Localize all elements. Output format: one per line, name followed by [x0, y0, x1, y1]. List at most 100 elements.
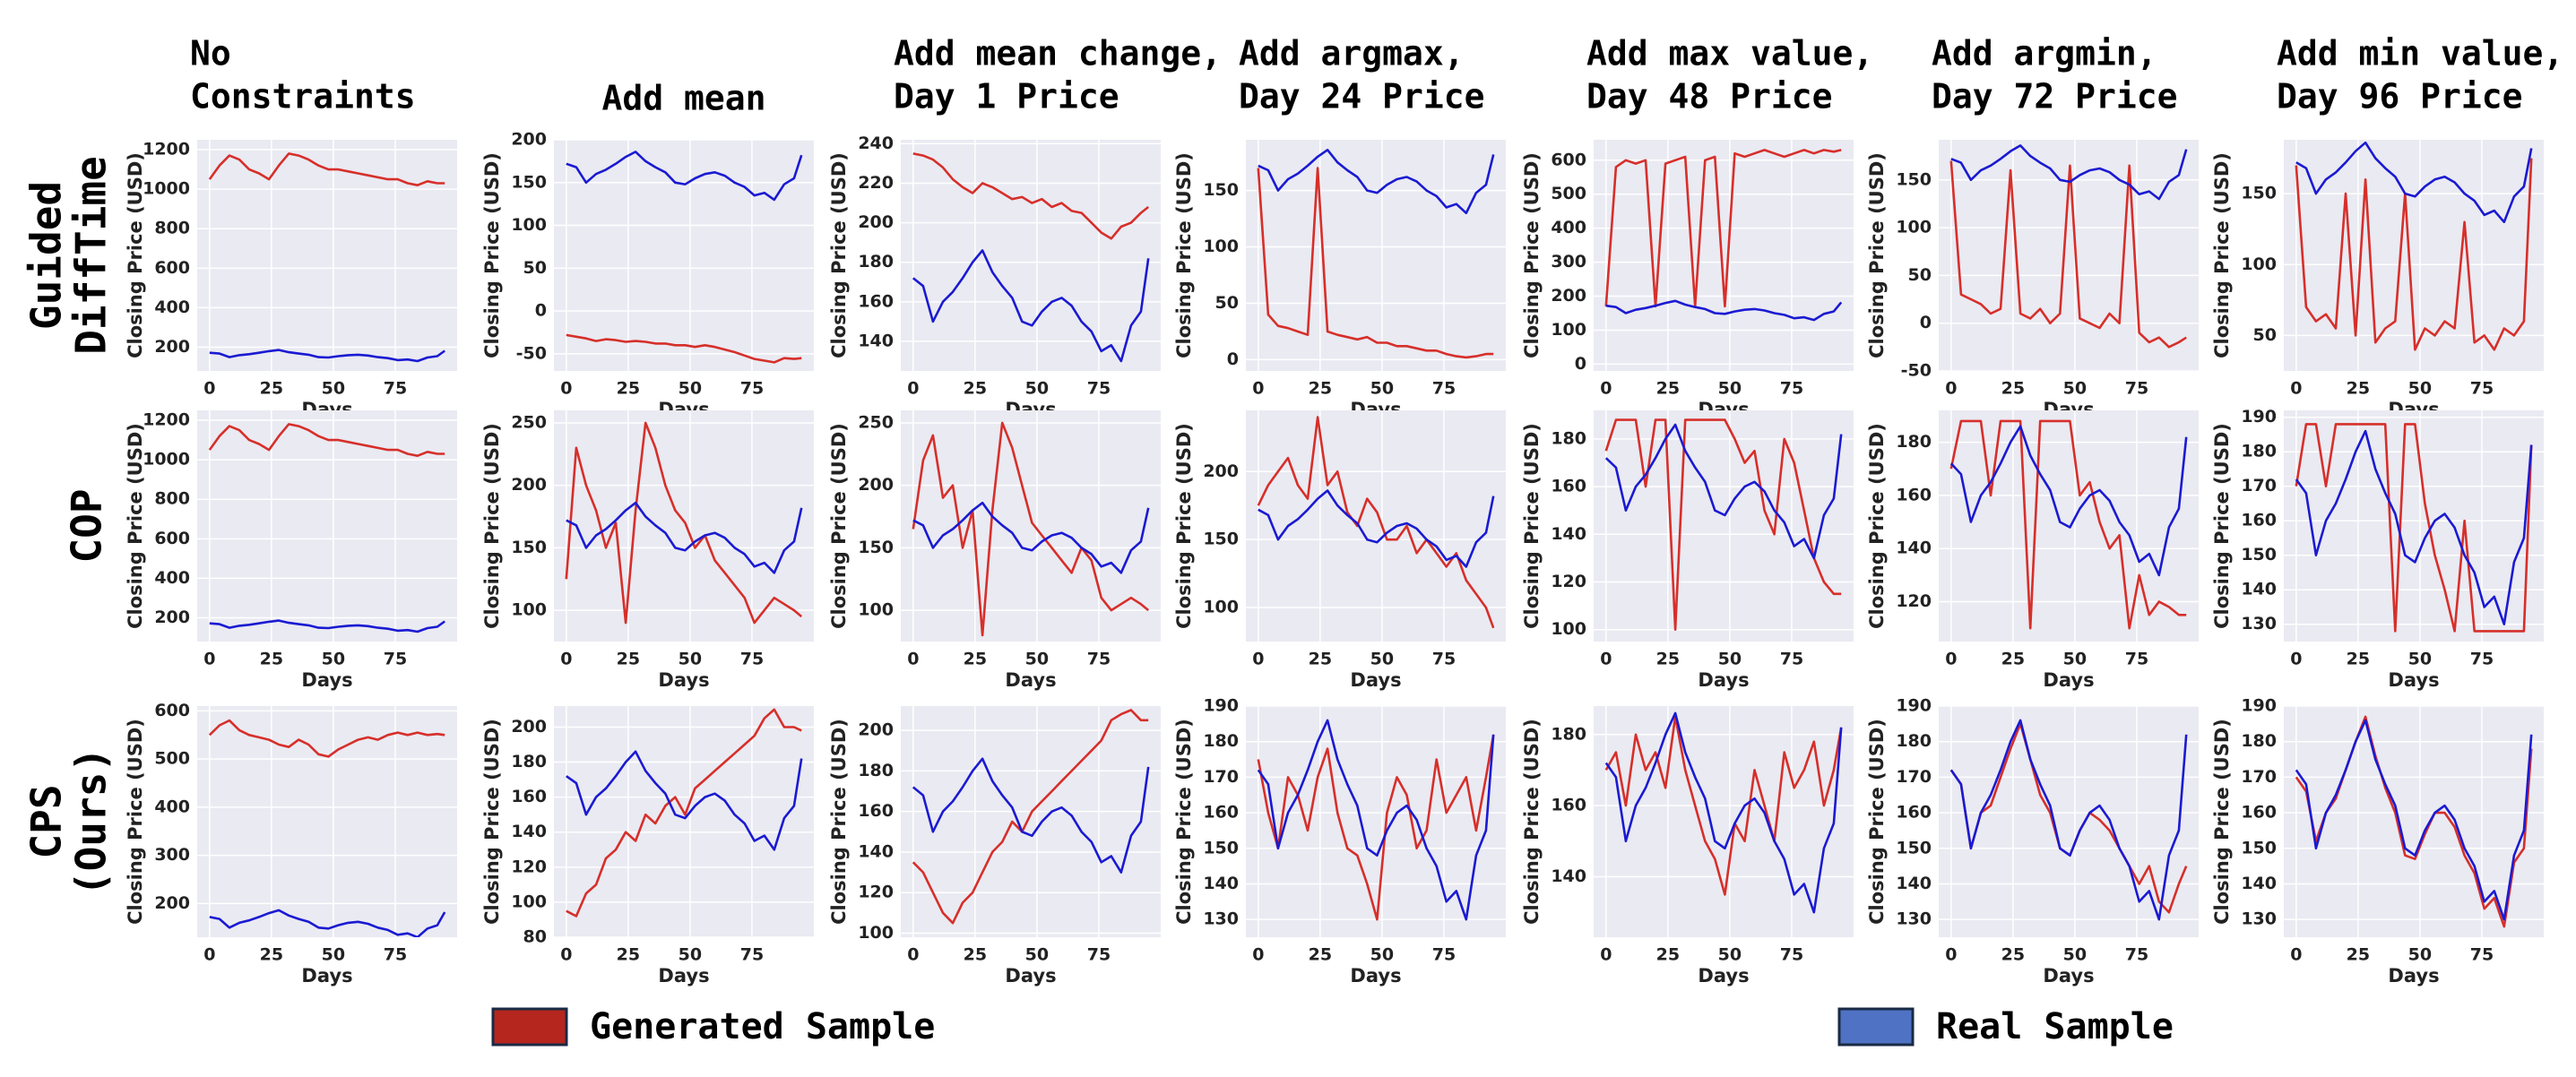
y-tick-label: 180	[511, 752, 547, 771]
series-line	[1257, 719, 1495, 921]
series-line	[1257, 416, 1495, 629]
x-tick-label: 25	[1656, 650, 1680, 669]
y-tick-label: 120	[858, 883, 894, 902]
plot-lines	[566, 708, 803, 918]
series-line	[1604, 418, 1842, 631]
plot-background	[901, 140, 1161, 371]
y-tick-label: 170	[1896, 767, 1932, 787]
y-tick-label: 0	[535, 301, 547, 321]
plot-lines	[1949, 719, 2188, 921]
plot-background	[2284, 410, 2544, 642]
y-tick-label: 180	[2241, 442, 2277, 461]
y-axis-label: Closing Price (USD)	[1173, 152, 1195, 358]
x-tick-label: 0	[1945, 945, 1957, 965]
row-label: Guided	[22, 181, 71, 330]
y-tick-label: 140	[1203, 874, 1239, 893]
plot-lines	[1257, 719, 1495, 921]
series-line	[566, 708, 802, 918]
column-title: Day 48 Price	[1586, 77, 1833, 116]
x-tick-label: 25	[2347, 945, 2370, 965]
plot-background	[2284, 706, 2544, 937]
plot-lines	[2295, 141, 2533, 351]
y-tick-label: 150	[2241, 838, 2277, 857]
x-axis-label: Days	[301, 965, 352, 987]
column-title: Constraints	[190, 77, 416, 116]
subplot: 140 160 180 0 25 50 75 Days Closing Price (USD)	[1521, 706, 1854, 987]
y-tick-label: 100	[511, 892, 547, 911]
x-axis-label: Days	[658, 965, 709, 987]
y-tick-label: 300	[1551, 252, 1586, 271]
plot-lines	[1949, 419, 2188, 630]
y-tick-label: 130	[1203, 909, 1239, 929]
y-tick-label: 100	[511, 215, 547, 235]
x-tick-label: 75	[1780, 945, 1803, 965]
series-line	[566, 501, 803, 574]
y-tick-label: 140	[858, 841, 894, 861]
y-axis-label: Closing Price (USD)	[2211, 719, 2233, 925]
column-title: No	[190, 34, 231, 73]
y-tick-label: 140	[1896, 874, 1932, 893]
plot-background	[554, 410, 814, 642]
y-tick-label: 80	[523, 927, 547, 947]
series-line	[566, 750, 803, 851]
x-tick-label: 0	[1945, 379, 1957, 399]
subplot: 100 150 200 0 25 50 75 Days Closing Price (USD)	[1173, 410, 1506, 691]
y-tick-label: 240	[858, 134, 894, 153]
plot-lines	[565, 421, 803, 625]
x-tick-label: 25	[1656, 379, 1680, 399]
x-tick-label: 50	[1025, 379, 1049, 399]
y-tick-label: 200	[511, 475, 547, 495]
column-title: Add argmax,	[1239, 34, 1465, 73]
series-line	[209, 349, 445, 363]
y-tick-label: -50	[516, 343, 547, 363]
y-tick-label: 100	[2241, 254, 2277, 274]
y-tick-label: 160	[1896, 803, 1932, 823]
x-axis-label: Days	[2043, 669, 2094, 691]
y-tick-label: 200	[858, 720, 894, 740]
column-title: Day 72 Price	[1932, 77, 2178, 116]
y-tick-label: 250	[858, 412, 894, 432]
y-tick-label: 500	[154, 749, 190, 769]
y-tick-label: 1000	[143, 179, 190, 199]
series-line	[912, 249, 1150, 363]
x-tick-label: 25	[964, 379, 987, 399]
series-line	[912, 501, 1150, 574]
x-tick-label: 0	[1252, 650, 1264, 669]
y-axis-label: Closing Price (USD)	[1521, 423, 1543, 629]
x-tick-label: 25	[2347, 650, 2370, 669]
subplot: 80 100 120 140 160 180 200 0 25 50 75 Days Closing P…	[481, 706, 814, 987]
y-tick-label: 180	[1203, 731, 1239, 751]
y-tick-label: 600	[154, 529, 190, 548]
x-tick-label: 75	[1087, 945, 1111, 965]
y-tick-label: 170	[2241, 767, 2277, 787]
plot-background	[554, 706, 814, 937]
y-tick-label: 100	[1203, 598, 1239, 617]
y-tick-label: 120	[1551, 572, 1586, 591]
x-tick-label: 75	[384, 379, 407, 399]
y-tick-label: 400	[154, 797, 190, 816]
y-tick-label: 160	[511, 787, 547, 806]
x-tick-label: 50	[679, 379, 702, 399]
subplot: 130 140 150 160 170 180 190 0 25 50 75 Days Closing …	[2211, 696, 2544, 987]
y-tick-label: 140	[858, 331, 894, 350]
y-tick-label: 180	[1551, 428, 1586, 448]
x-tick-label: 25	[260, 379, 283, 399]
plot-lines	[208, 719, 446, 937]
row-label: CPS	[22, 784, 71, 858]
x-tick-label: 50	[1718, 650, 1742, 669]
y-tick-label: 140	[1551, 524, 1586, 544]
subplot: 130 140 150 160 170 180 190 0 25 50 75 Days Closing …	[1173, 696, 1506, 987]
y-tick-label: 250	[511, 412, 547, 432]
x-axis-label: Days	[1350, 965, 1401, 987]
x-tick-label: 50	[1718, 945, 1742, 965]
x-tick-label: 0	[203, 379, 215, 399]
y-axis-label: Closing Price (USD)	[828, 152, 850, 358]
x-tick-label: 0	[907, 945, 919, 965]
y-axis-label: Closing Price (USD)	[481, 423, 503, 629]
series-line	[1950, 144, 2188, 201]
subplot: 130 140 150 160 170 180 190 0 25 50 75 Days Closing …	[2211, 407, 2544, 691]
y-tick-label: 600	[154, 258, 190, 278]
